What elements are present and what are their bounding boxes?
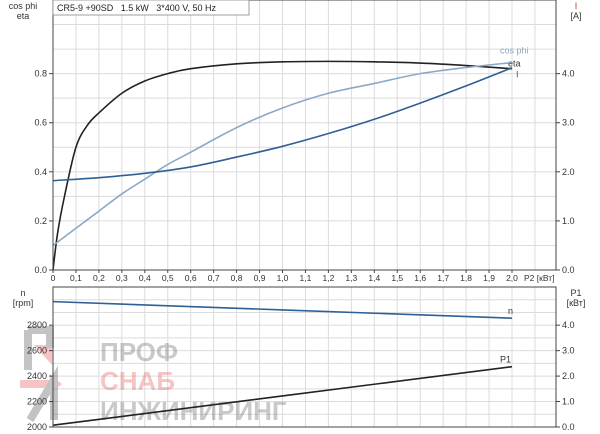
x-tick-label: 0,3 [116, 273, 128, 283]
grid [53, 0, 556, 427]
x-tick-label: 1,1 [300, 273, 312, 283]
y-axis-label-left: eta [17, 11, 30, 21]
curve-label-p1: P1 [500, 355, 511, 365]
y-tick-label-right: 2.0 [562, 371, 575, 381]
x-tick-label: 1,5 [391, 273, 403, 283]
y-tick-label-left: 2400 [27, 371, 47, 381]
x-tick-label: 1,0 [277, 273, 289, 283]
y-tick-label-left: 2800 [27, 320, 47, 330]
y-tick-label-right: 1.0 [562, 397, 575, 407]
x-tick-label: 1,6 [414, 273, 426, 283]
y-tick-label-left: 0.6 [34, 118, 47, 128]
curve-eta [52, 60, 513, 271]
y-tick-label-left: 2600 [27, 346, 47, 356]
y-axis-label-left: cos phi [9, 1, 38, 11]
curves: eta cos phi In P1 [52, 46, 529, 427]
y-tick-label-left: 2000 [27, 422, 47, 432]
watermark-logo-mark [20, 345, 62, 394]
plot-frame [52, 286, 557, 428]
x-tick-label: 0,8 [231, 273, 243, 283]
x-tick-label: 1,3 [345, 273, 357, 283]
y-tick-label-right: 4.0 [562, 69, 575, 79]
y-tick-label-left: 0.4 [34, 167, 47, 177]
y-axis-label-left: n [20, 288, 25, 298]
chart-title: CR5-9 +90SD 1.5 kW 3*400 V, 50 Hz [57, 3, 216, 13]
y-tick-label-right: 2.0 [562, 167, 575, 177]
y-tick-label-left: 2200 [27, 397, 47, 407]
plot-frame [52, 0, 557, 271]
y-tick-label-right: 0.0 [562, 265, 575, 275]
y-tick-label-right: 3.0 [562, 118, 575, 128]
x-tick-label: 0,2 [93, 273, 105, 283]
x-tick-label: 1,7 [437, 273, 449, 283]
title-box [52, 0, 250, 16]
curve-label-n: n [508, 306, 513, 316]
watermark-text-2: СНАБ [100, 366, 175, 396]
y-axis-label-right: I [575, 1, 578, 11]
y-tick-label-left: 0.2 [34, 216, 47, 226]
curve-cos-phi [52, 61, 513, 247]
x-tick-label: 0,5 [162, 273, 174, 283]
watermark-text-3: ИНЖИНИРИНГ [100, 396, 287, 426]
x-tick-label: 0,1 [70, 273, 82, 283]
y-tick-label-right: 0.0 [562, 422, 575, 432]
x-tick-label: 0,9 [254, 273, 266, 283]
y-axis-label-right: P1 [570, 288, 581, 298]
y-tick-label-left: 0.8 [34, 69, 47, 79]
y-axis-label-right: [кВт] [567, 298, 586, 308]
curve-label-cos-phi: cos phi [500, 46, 529, 56]
watermark-text-1: ПРОФ [100, 337, 178, 367]
curve-p1 [52, 365, 513, 427]
x-tick-label: 0,6 [185, 273, 197, 283]
x-tick-label: 0 [51, 273, 56, 283]
y-tick-label-right: 1.0 [562, 216, 575, 226]
curve-n [52, 300, 513, 319]
x-tick-label: 1,4 [368, 273, 380, 283]
x-tick-label: 1,2 [322, 273, 334, 283]
y-axis-label-right: [A] [570, 11, 581, 21]
y-tick-label-right: 4.0 [562, 320, 575, 330]
curve-i [52, 67, 513, 182]
curve-label-eta: eta [508, 59, 521, 69]
y-axis-label-left: [rpm] [13, 298, 34, 308]
watermark-logo: ПРОФ СНАБ ИНЖИНИРИНГ [20, 326, 287, 426]
y-tick-label-right: 3.0 [562, 346, 575, 356]
x-tick-label: 1,8 [460, 273, 472, 283]
x-tick-label: 2,0 [506, 273, 518, 283]
x-tick-label: 1,9 [483, 273, 495, 283]
x-tick-label: 0,7 [208, 273, 220, 283]
y-tick-label-left: 0.0 [34, 265, 47, 275]
x-tick-label: 0,4 [139, 273, 151, 283]
curve-label-i: I [516, 70, 519, 80]
x-axis-label: P2 [кВт] [524, 273, 554, 283]
